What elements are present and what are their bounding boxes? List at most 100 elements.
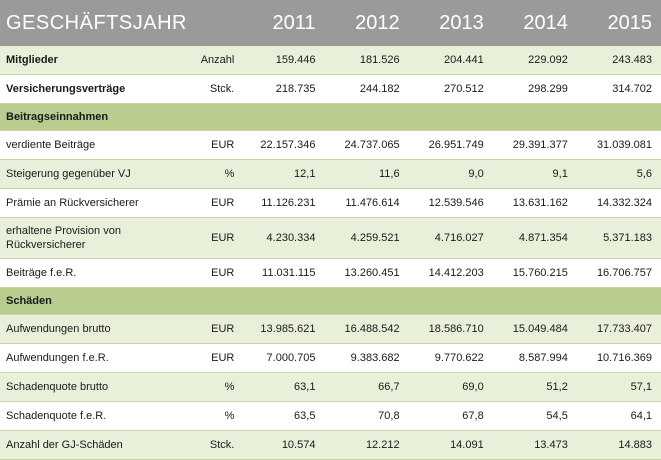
cell-value: 13.473	[492, 430, 577, 460]
cell-value: 63,1	[240, 372, 325, 402]
row-label: Beiträge f.e.R.	[0, 258, 193, 288]
row-unit: EUR	[192, 314, 241, 344]
table-row: Anzahl der GJ-Schäden Stck. 10.574 12.21…	[0, 430, 661, 460]
row-unit: EUR	[192, 343, 241, 373]
year-header: 2012	[324, 0, 409, 46]
cell-value: 14.091	[408, 430, 493, 460]
table-title: GESCHÄFTSJAHR	[0, 0, 241, 46]
cell-value: 11.031.115	[240, 258, 325, 288]
row-label: erhaltene Provision von Rückversicherer	[0, 217, 193, 259]
cell-value: 243.483	[576, 46, 661, 75]
row-unit: EUR	[192, 258, 241, 288]
cell-value: 11,6	[324, 159, 409, 189]
row-label: verdiente Beiträge	[0, 130, 193, 160]
table-row: Steigerung gegenüber VJ % 12,1 11,6 9,0 …	[0, 159, 661, 189]
row-label: Versicherungsverträge	[0, 74, 193, 104]
cell-value: 26.951.749	[408, 130, 493, 160]
cell-value: 4.871.354	[492, 217, 577, 259]
row-unit: EUR	[192, 217, 241, 259]
cell-value: 244.182	[324, 74, 409, 104]
cell-value: 15.049.484	[492, 314, 577, 344]
cell-value: 70,8	[324, 401, 409, 431]
row-unit: Stck.	[192, 430, 241, 460]
cell-value: 229.092	[492, 46, 577, 75]
cell-value: 18.586.710	[408, 314, 493, 344]
cell-value: 11.126.231	[240, 188, 325, 218]
cell-value: 5.371.183	[576, 217, 661, 259]
cell-value: 204.441	[408, 46, 493, 75]
section-header: Beitragseinnahmen	[0, 103, 661, 131]
table-row: erhaltene Provision von Rückversicherer …	[0, 217, 661, 259]
table-row: Beiträge f.e.R. EUR 11.031.115 13.260.45…	[0, 258, 661, 288]
cell-value: 54,5	[492, 401, 577, 431]
row-label: Anzahl der GJ-Schäden	[0, 430, 193, 460]
cell-value: 12.212	[324, 430, 409, 460]
cell-value: 24.737.065	[324, 130, 409, 160]
row-label: Schadenquote brutto	[0, 372, 193, 402]
table-row: Schadenquote f.e.R. % 63,5 70,8 67,8 54,…	[0, 401, 661, 431]
cell-value: 9,1	[492, 159, 577, 189]
cell-value: 14.332.324	[576, 188, 661, 218]
cell-value: 10.716.369	[576, 343, 661, 373]
row-unit: %	[192, 401, 241, 431]
cell-value: 63,5	[240, 401, 325, 431]
table-row: Mitglieder Anzahl 159.446 181.526 204.44…	[0, 46, 661, 75]
table-row: Versicherungsverträge Stck. 218.735 244.…	[0, 74, 661, 104]
row-unit: EUR	[192, 188, 241, 218]
row-label: Aufwendungen brutto	[0, 314, 193, 344]
year-header: 2014	[492, 0, 577, 46]
row-unit: %	[192, 159, 241, 189]
cell-value: 51,2	[492, 372, 577, 402]
cell-value: 12.539.546	[408, 188, 493, 218]
row-unit: Stck.	[192, 74, 241, 104]
cell-value: 270.512	[408, 74, 493, 104]
cell-value: 4.259.521	[324, 217, 409, 259]
cell-value: 9.383.682	[324, 343, 409, 373]
row-unit: %	[192, 372, 241, 402]
cell-value: 11.476.614	[324, 188, 409, 218]
cell-value: 4.230.334	[240, 217, 325, 259]
cell-value: 29.391.377	[492, 130, 577, 160]
cell-value: 159.446	[240, 46, 325, 75]
row-label: Aufwendungen f.e.R.	[0, 343, 193, 373]
cell-value: 181.526	[324, 46, 409, 75]
cell-value: 13.260.451	[324, 258, 409, 288]
cell-value: 14.883	[576, 430, 661, 460]
table-header: GESCHÄFTSJAHR 2011 2012 2013 2014 2015	[0, 0, 661, 46]
row-unit: EUR	[192, 130, 241, 160]
table-row: Aufwendungen brutto EUR 13.985.621 16.48…	[0, 314, 661, 344]
cell-value: 7.000.705	[240, 343, 325, 373]
row-unit: Anzahl	[192, 46, 241, 75]
cell-value: 67,8	[408, 401, 493, 431]
cell-value: 31.039.081	[576, 130, 661, 160]
row-label: Mitglieder	[0, 46, 193, 75]
cell-value: 15.760.215	[492, 258, 577, 288]
row-label: Prämie an Rückversicherer	[0, 188, 193, 218]
section-title: Beitragseinnahmen	[0, 103, 661, 131]
section-title: Schäden	[0, 287, 661, 315]
year-header: 2013	[408, 0, 493, 46]
cell-value: 12,1	[240, 159, 325, 189]
cell-value: 17.733.407	[576, 314, 661, 344]
table-row: Aufwendungen f.e.R. EUR 7.000.705 9.383.…	[0, 343, 661, 373]
cell-value: 57,1	[576, 372, 661, 402]
cell-value: 14.412.203	[408, 258, 493, 288]
cell-value: 13.985.621	[240, 314, 325, 344]
section-header: Schäden	[0, 287, 661, 315]
table-row: verdiente Beiträge EUR 22.157.346 24.737…	[0, 130, 661, 160]
cell-value: 16.488.542	[324, 314, 409, 344]
cell-value: 218.735	[240, 74, 325, 104]
cell-value: 10.574	[240, 430, 325, 460]
cell-value: 9.770.622	[408, 343, 493, 373]
table-row: Prämie an Rückversicherer EUR 11.126.231…	[0, 188, 661, 218]
row-label: Schadenquote f.e.R.	[0, 401, 193, 431]
cell-value: 298.299	[492, 74, 577, 104]
year-header: 2015	[576, 0, 661, 46]
cell-value: 5,6	[576, 159, 661, 189]
cell-value: 66,7	[324, 372, 409, 402]
cell-value: 16.706.757	[576, 258, 661, 288]
cell-value: 8.587.994	[492, 343, 577, 373]
cell-value: 69,0	[408, 372, 493, 402]
cell-value: 9,0	[408, 159, 493, 189]
